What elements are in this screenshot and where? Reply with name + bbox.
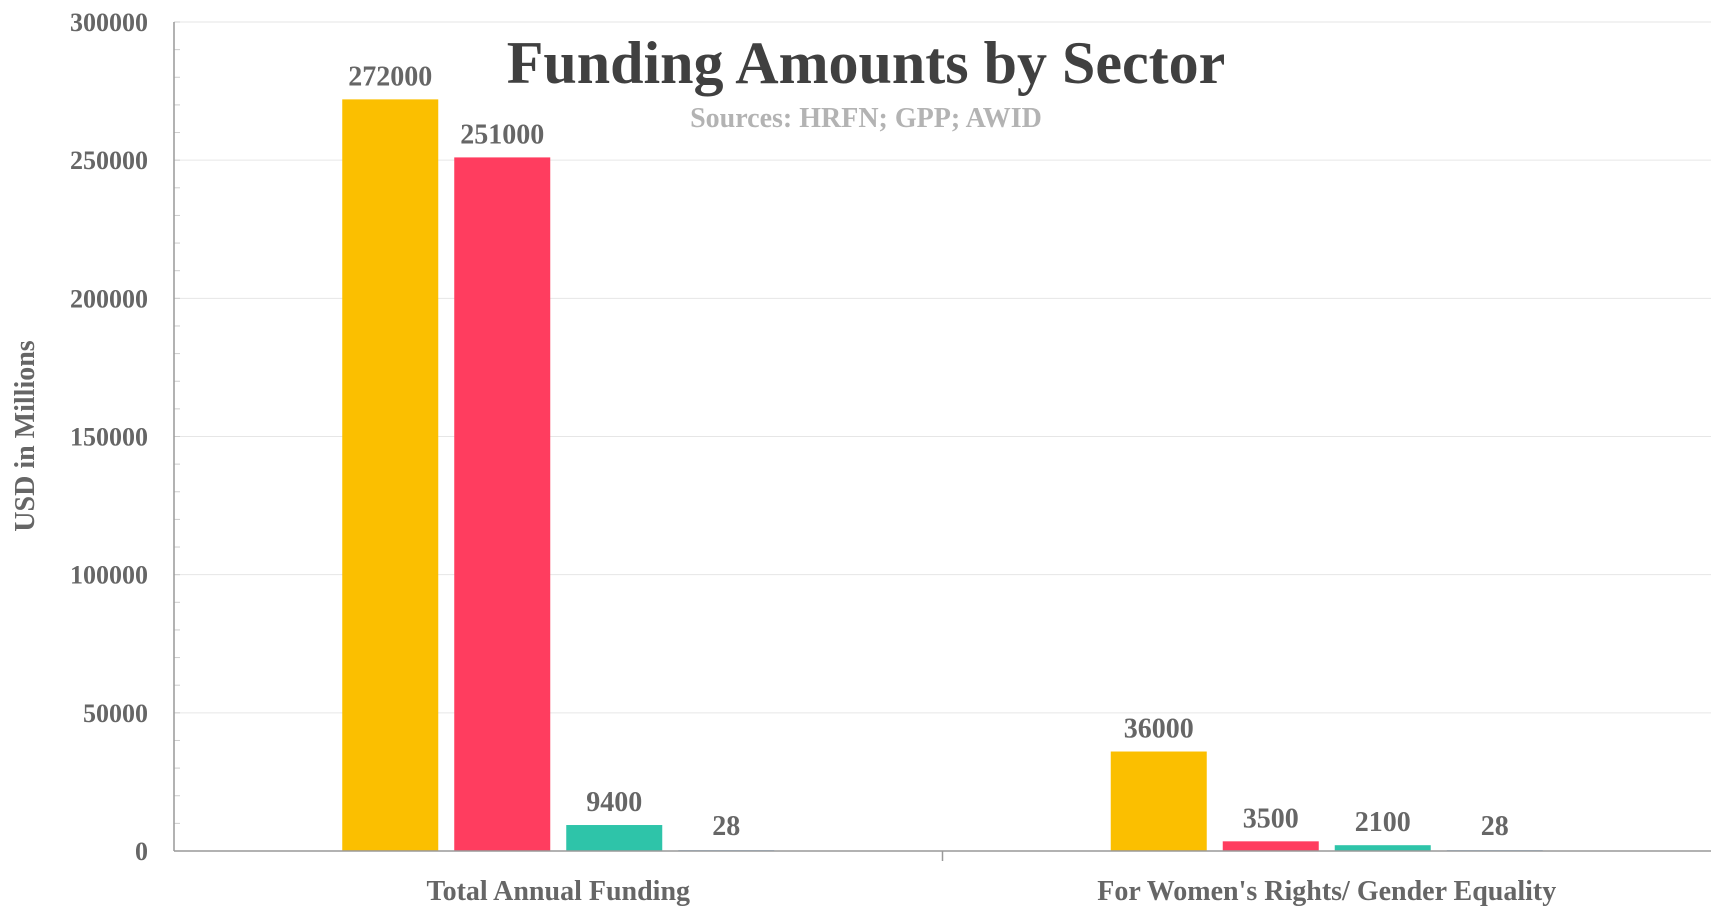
data-label: 2100 bbox=[1355, 807, 1411, 838]
y-tick-label: 0 bbox=[135, 837, 148, 866]
y-tick-label: 250000 bbox=[70, 146, 148, 175]
chart-subtitle: Sources: HRFN; GPP; AWID bbox=[690, 103, 1042, 134]
data-label: 9400 bbox=[586, 787, 642, 818]
data-label: 272000 bbox=[348, 61, 432, 92]
y-tick-label: 300000 bbox=[70, 8, 148, 37]
y-axis-title: USD in Millions bbox=[10, 340, 41, 531]
bar bbox=[1110, 751, 1207, 851]
chart-title: Funding Amounts by Sector bbox=[507, 30, 1225, 96]
bar bbox=[1222, 841, 1319, 851]
bars bbox=[342, 99, 1543, 852]
x-category-label: For Women's Rights/ Gender Equality bbox=[1097, 876, 1556, 907]
data-label: 3500 bbox=[1243, 803, 1299, 834]
y-tick-label: 50000 bbox=[83, 699, 148, 728]
bar bbox=[454, 157, 551, 852]
bar bbox=[1334, 845, 1431, 851]
bar bbox=[566, 825, 663, 851]
labels: 0 50000 100000 150000 200000 250000 300000 2720… bbox=[70, 8, 1556, 907]
axes bbox=[173, 21, 1711, 861]
data-label: 28 bbox=[712, 811, 740, 842]
data-label: 28 bbox=[1481, 811, 1509, 842]
data-label: 251000 bbox=[460, 119, 544, 150]
x-category-label: Total Annual Funding bbox=[426, 876, 690, 907]
y-tick-label: 200000 bbox=[70, 284, 148, 313]
y-tick-label: 150000 bbox=[70, 423, 148, 452]
y-tick-label: 100000 bbox=[70, 561, 148, 590]
data-label: 36000 bbox=[1124, 714, 1194, 745]
bar bbox=[342, 99, 439, 851]
